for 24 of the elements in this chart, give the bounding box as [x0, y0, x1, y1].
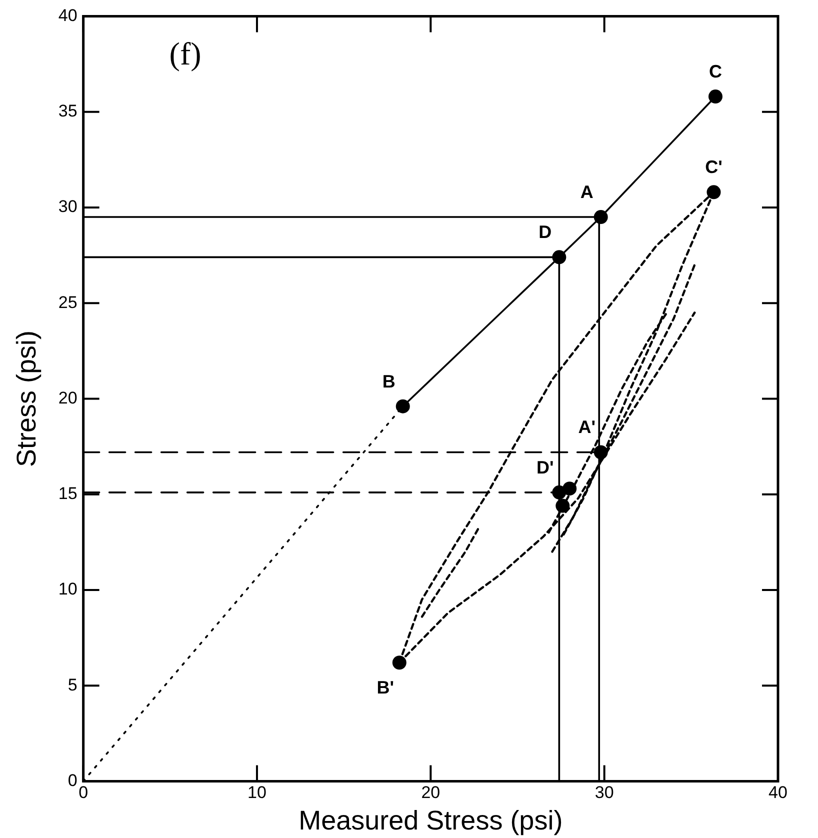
y-tick-label: 40	[58, 6, 78, 25]
annotation: D	[538, 222, 552, 242]
annotation: D'	[536, 457, 554, 478]
x-tick-label: 20	[421, 783, 440, 802]
x-tick-label: 30	[594, 783, 614, 802]
y-tick-label: 5	[68, 675, 78, 694]
y-axis-title: Stress (psi)	[12, 330, 42, 467]
annotation: C'	[705, 157, 722, 178]
y-tick-label: 0	[68, 770, 78, 790]
annotation: A'	[578, 417, 596, 438]
annotation: B'	[376, 678, 394, 698]
x-axis-title: Measured Stress (psi)	[298, 805, 563, 836]
annotation: B	[382, 371, 396, 392]
annotation: (f)	[169, 36, 202, 72]
x-tick-label: 10	[248, 783, 266, 802]
y-tick-label: 25	[58, 292, 78, 312]
y-tick-label: 10	[58, 580, 78, 599]
y-tick-label: 15	[58, 484, 78, 504]
y-tick-label: 30	[58, 197, 78, 216]
y-tick-label: 35	[58, 102, 78, 121]
y-tick-label: 20	[58, 388, 78, 408]
annotation: A	[580, 182, 594, 202]
x-tick-label: 40	[768, 783, 788, 802]
annotation: C	[708, 61, 722, 82]
